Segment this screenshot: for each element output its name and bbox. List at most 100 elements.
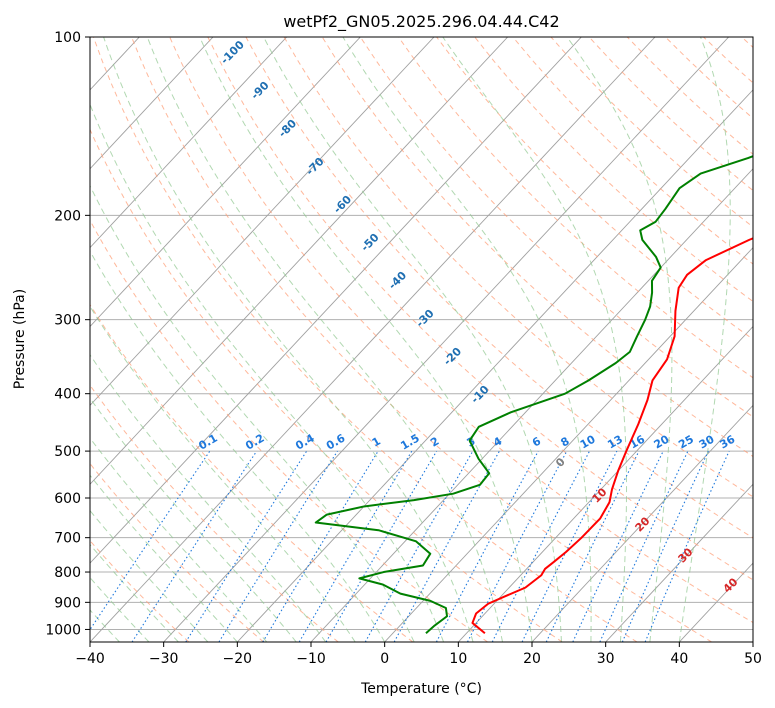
x-tick-label: 40 xyxy=(670,651,688,667)
dry-adiabat-label: -40 xyxy=(386,269,409,292)
moist-adiabat xyxy=(90,474,238,642)
mixing-ratio-label: 0.4 xyxy=(293,431,317,452)
moist-adiabat xyxy=(199,37,533,642)
mixing-ratio-label: 25 xyxy=(676,433,696,452)
isotherm-line xyxy=(237,89,753,642)
isotherm-line xyxy=(90,37,361,328)
x-tick-label: −30 xyxy=(149,651,179,667)
moist-adiabat xyxy=(90,353,327,642)
moist-adiabat xyxy=(90,250,386,642)
dry-adiabat-label: -80 xyxy=(276,117,299,140)
y-axis-ticks: 100 200 300 400 500 600 700 800 900 1000 xyxy=(45,30,90,638)
mixing-ratio-label: 10 xyxy=(578,432,598,451)
dry-adiabat-label: -30 xyxy=(413,307,436,330)
dry-adiabat xyxy=(741,37,753,49)
moist-adiabat xyxy=(90,103,445,642)
moist-adiabat xyxy=(103,37,474,642)
dewpoint-profile xyxy=(314,155,753,635)
isotherm-line xyxy=(90,37,656,642)
x-tick-label: 20 xyxy=(523,651,541,667)
x-tick-label: −20 xyxy=(223,651,253,667)
dry-adiabat xyxy=(90,128,563,642)
dry-adiabat xyxy=(207,37,753,581)
isotherm-line xyxy=(90,37,582,564)
mixing-ratio-label: 30 xyxy=(697,432,717,451)
isotherm-line xyxy=(458,325,753,642)
dry-adiabat xyxy=(169,37,753,624)
dry-adiabat xyxy=(283,37,753,498)
moist-adiabat xyxy=(90,543,179,642)
y-tick-label: 800 xyxy=(54,565,81,581)
mixing-ratio-line xyxy=(467,450,568,642)
mixing-ratio-line xyxy=(521,450,618,642)
dry-adiabat-label: -10 xyxy=(468,383,491,406)
mixing-ratio-label: 2 xyxy=(428,435,441,450)
dry-adiabat xyxy=(359,37,753,418)
mixing-ratio-line xyxy=(131,450,258,642)
isotherm-line xyxy=(163,37,730,642)
isotherm-line xyxy=(0,37,66,642)
moist-adiabat xyxy=(566,37,673,642)
moist-adiabat-label: 40 xyxy=(721,575,741,595)
mixing-ratio-label: 1.5 xyxy=(398,432,421,453)
temperature-profile xyxy=(471,237,753,635)
mixing-ratio-line xyxy=(185,450,308,642)
dry-adiabat-label: -70 xyxy=(303,155,326,178)
dry-adiabat-label: -90 xyxy=(248,79,271,102)
dry-adiabat xyxy=(436,37,753,340)
mixing-ratio-line xyxy=(262,450,379,642)
x-tick-label: 30 xyxy=(597,651,615,667)
mixing-ratio-label: 0.1 xyxy=(196,432,219,453)
background-lines xyxy=(0,37,753,642)
isotherm-line xyxy=(752,641,753,642)
dry-adiabat xyxy=(131,37,713,642)
dry-adiabat xyxy=(90,219,488,642)
y-tick-label: 700 xyxy=(54,531,81,547)
isotherm-line xyxy=(384,246,753,642)
isotherm-line xyxy=(679,562,753,642)
dry-adiabat xyxy=(321,37,753,458)
x-tick-label: 50 xyxy=(744,651,762,667)
mixing-ratio-line xyxy=(364,450,474,642)
mixing-ratio-label: 0.2 xyxy=(243,432,266,453)
isotherm-line xyxy=(90,37,435,407)
y-tick-label: 500 xyxy=(54,444,81,460)
mixing-ratio-line xyxy=(599,450,689,642)
mixing-ratio-label: 0.6 xyxy=(324,431,348,452)
y-axis-label: Pressure (hPa) xyxy=(12,289,28,389)
x-tick-label: −40 xyxy=(75,651,105,667)
line-labels: 0.1 0.2 0.4 0.6 1 1.5 2 3 4 6 8 10 13 16 20 25 30 36-100-… xyxy=(196,38,740,596)
moist-adiabat xyxy=(678,37,731,642)
moist-adiabat xyxy=(90,509,209,642)
mixing-ratio-line xyxy=(435,450,539,642)
moist-adiabat xyxy=(263,37,562,642)
x-axis-label: Temperature (°C) xyxy=(360,681,482,697)
mixing-ratio-line xyxy=(90,450,211,631)
moist-adiabat xyxy=(90,397,297,642)
isotherm-line xyxy=(90,37,214,170)
moist-adiabat xyxy=(90,437,268,642)
y-tick-label: 900 xyxy=(54,595,81,611)
mixing-ratio-label: 36 xyxy=(718,432,738,451)
chart-title: wetPf2_GN05.2025.296.04.44.C42 xyxy=(283,12,559,32)
moist-adiabat xyxy=(342,37,592,642)
y-tick-label: 300 xyxy=(54,313,81,329)
mixing-ratio-line xyxy=(393,450,500,642)
mixing-ratio-line xyxy=(644,450,730,642)
x-tick-label: −10 xyxy=(296,651,326,667)
y-tick-label: 600 xyxy=(54,491,81,507)
dry-adiabat-label: -20 xyxy=(441,345,464,368)
mixing-ratio-line xyxy=(491,450,591,642)
dry-adiabat xyxy=(90,539,190,642)
mixing-ratio-label: 13 xyxy=(605,433,625,452)
isotherm-line xyxy=(90,37,509,485)
y-tick-label: 400 xyxy=(54,387,81,403)
mixing-ratio-line xyxy=(218,450,338,642)
plot-frame xyxy=(89,36,754,643)
isotherm-line xyxy=(605,483,753,642)
dry-adiabat xyxy=(92,37,638,642)
dry-adiabat-label: -50 xyxy=(358,231,381,254)
dry-adiabat xyxy=(90,303,414,642)
sounding-profiles xyxy=(314,155,753,635)
